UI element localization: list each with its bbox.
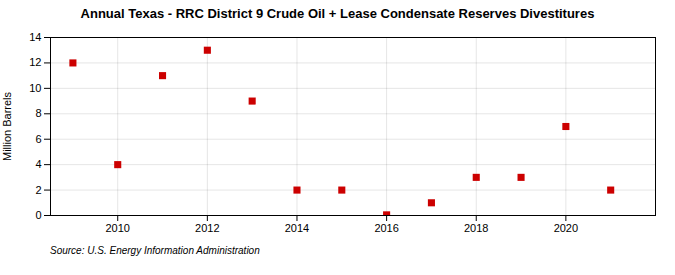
svg-text:4: 4 [35,158,41,170]
svg-text:14: 14 [29,31,41,43]
html-text:Annual Texas - RRC District 9: Annual Texas - RRC District 9 Crude Oil … [80,6,595,21]
svg-text:10: 10 [29,82,41,94]
svg-text:2014: 2014 [285,222,309,234]
svg-text:0: 0 [35,209,41,221]
svg-text:2010: 2010 [105,222,129,234]
svg-text:2018: 2018 [464,222,488,234]
html-text:Source: U.S. Energy Informatio: Source: U.S. Energy Information Administ… [50,245,260,256]
svg-text:2020: 2020 [554,222,578,234]
svg-text:Million Barrels: Million Barrels [1,91,13,161]
svg-text:8: 8 [35,107,41,119]
svg-text:6: 6 [35,133,41,145]
svg-text:2012: 2012 [195,222,219,234]
svg-text:12: 12 [29,56,41,68]
svg-text:2: 2 [35,184,41,196]
svg-text:2016: 2016 [374,222,398,234]
